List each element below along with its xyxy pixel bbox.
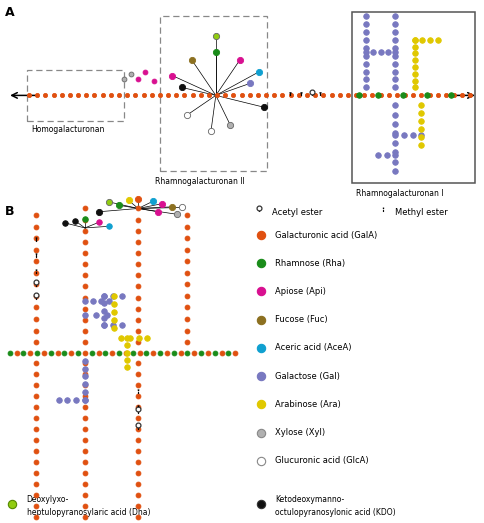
Text: Arabinose (Ara): Arabinose (Ara) <box>275 400 341 409</box>
Text: Apiose (Api): Apiose (Api) <box>275 287 326 296</box>
Text: Fucose (Fuc): Fucose (Fuc) <box>275 315 328 324</box>
Text: Acetyl ester: Acetyl ester <box>271 208 321 217</box>
Text: Xylose (Xyl): Xylose (Xyl) <box>275 428 325 437</box>
Text: Homogalacturonan: Homogalacturonan <box>31 125 105 134</box>
Bar <box>160 16 266 171</box>
Bar <box>27 70 123 121</box>
Text: A: A <box>5 6 15 19</box>
Text: Glucuronic acid (GlcA): Glucuronic acid (GlcA) <box>275 456 368 465</box>
Text: Rhamnose (Rha): Rhamnose (Rha) <box>275 259 345 268</box>
Text: Rhamnogalacturonan II: Rhamnogalacturonan II <box>155 177 244 186</box>
Text: Aceric acid (AceA): Aceric acid (AceA) <box>275 344 351 353</box>
Text: B: B <box>5 205 15 218</box>
Text: Ketodeoxymanno-
octulopyranosylonic acid (KDO): Ketodeoxymanno- octulopyranosylonic acid… <box>275 495 395 517</box>
Text: Deoxylyxo-
heptulopyranosylaric acid (Dha): Deoxylyxo- heptulopyranosylaric acid (Dh… <box>27 495 150 517</box>
Bar <box>351 12 474 183</box>
Text: Galactose (Gal): Galactose (Gal) <box>275 372 340 381</box>
Text: Rhamnogalacturonan I: Rhamnogalacturonan I <box>356 189 443 198</box>
Text: Methyl ester: Methyl ester <box>394 208 447 217</box>
Text: Galacturonic acid (GalA): Galacturonic acid (GalA) <box>275 231 377 240</box>
